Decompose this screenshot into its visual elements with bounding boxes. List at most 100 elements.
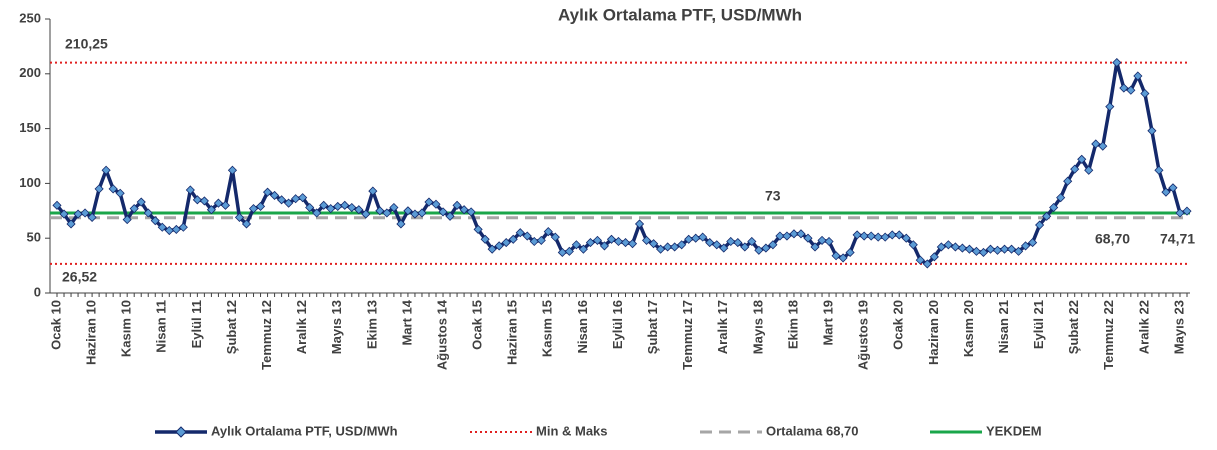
data-point [592,235,603,245]
data-point [1042,211,1052,221]
data-point [775,231,785,241]
data-point [529,236,539,247]
data-point [740,242,750,252]
data-point [915,255,925,265]
y-tick-label: 150 [19,120,41,135]
data-point [248,204,259,214]
data-point [1077,154,1087,164]
data-point [368,186,378,196]
data-point [515,228,525,238]
data-point [305,202,315,213]
data-point [817,235,827,245]
data-point [410,209,420,219]
data-point [347,202,357,213]
x-tick-label: Mayıs 23 [1171,300,1186,354]
data-point [929,252,939,262]
data-point [859,231,869,241]
x-tick-label: Eylül 21 [1031,300,1046,349]
data-point [94,184,104,194]
data-point [957,243,967,253]
data-point [894,230,904,240]
data-point [726,236,736,247]
data-point [649,239,659,249]
data-point [1098,141,1108,151]
data-point [663,242,673,252]
data-point [761,243,771,253]
data-point [866,231,876,241]
data-point [641,235,652,245]
legend-marker [175,426,187,438]
data-point [473,224,483,234]
data-point [613,236,624,247]
x-tick-label: Mayıs 13 [329,300,344,354]
x-tick-label: Ocak 20 [891,300,906,350]
data-point [1154,165,1164,175]
x-tick-label: Ağustos 19 [856,300,871,370]
data-point [178,222,188,232]
data-point [634,219,645,229]
data-point [1091,139,1101,149]
x-tick-label: Mart 14 [399,299,414,345]
data-point [354,205,364,215]
data-point [1140,88,1150,99]
data-point [985,244,996,254]
data-point [312,208,322,218]
data-point [220,200,231,210]
data-point [978,247,989,258]
data-point [691,233,701,243]
data-point [213,198,223,208]
data-point [656,244,666,254]
data-point [375,206,385,216]
data-point [782,231,792,241]
data-point [1035,220,1045,230]
data-point [719,243,729,253]
data-point [1175,208,1185,218]
data-point [101,165,111,175]
data-point [143,208,153,218]
data-point [389,202,399,213]
data-point [606,234,617,244]
series-line [55,60,1188,266]
data-point [803,233,813,243]
data-point [705,238,715,248]
data-point [831,251,841,261]
data-point [543,227,553,237]
data-point [115,188,125,198]
data-point [1147,126,1157,136]
data-point [80,208,90,218]
x-tick-label: Haziran 20 [926,300,941,365]
x-tick-label: Mart 19 [820,300,835,346]
data-point [992,245,1003,255]
data-point [620,238,631,248]
y-tick-label: 0 [34,284,41,299]
data-point [1161,187,1171,197]
data-point [1133,71,1143,81]
data-point [487,244,497,254]
x-tick-label: Ekim 13 [364,300,379,349]
data-point [1126,85,1136,95]
data-point [1006,244,1017,254]
data-point [1119,83,1129,93]
data-point [291,194,301,204]
reference-label: 26,52 [62,269,97,285]
x-tick-label: Eylül 16 [610,300,625,349]
data-point [838,253,848,263]
x-tick-label: Aralık 22 [1136,300,1151,354]
data-point [824,236,834,247]
data-point [1112,58,1122,68]
data-point [599,241,610,251]
data-point [326,204,336,214]
y-tick-label: 200 [19,65,41,80]
x-tick-label: Kasım 20 [961,300,976,357]
x-tick-label: Nisan 16 [575,300,590,353]
y-tick-label: 100 [19,175,41,190]
data-label: 74,71 [1160,231,1195,247]
x-tick-label: Kasım 10 [119,300,134,357]
data-point [684,234,694,244]
x-tick-label: Aralık 12 [294,300,309,354]
data-point [564,246,574,256]
x-tick-label: Nisan 11 [154,300,169,353]
data-point [901,233,911,243]
data-point [677,240,687,250]
